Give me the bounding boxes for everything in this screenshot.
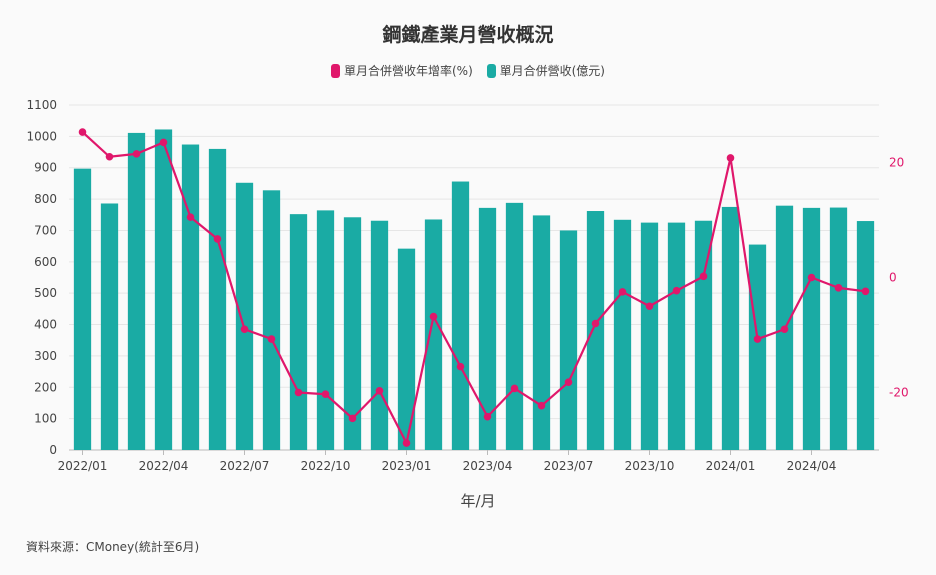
bar: [262, 190, 281, 451]
bar: [370, 220, 389, 450]
legend-swatch-line: [331, 63, 340, 78]
y-tick-label: 200: [34, 380, 57, 394]
yoy-point: [429, 312, 438, 321]
yoy-line: [81, 131, 866, 445]
legend-swatch-bar: [486, 63, 496, 78]
bar: [154, 129, 173, 451]
y-tick-label: 1000: [26, 129, 57, 143]
yoy-point: [483, 412, 492, 421]
x-tick-label: 2022/07: [220, 459, 270, 473]
yoy-point: [699, 272, 708, 281]
x-tick-label: 2022/10: [301, 459, 351, 473]
yoy-point: [834, 284, 843, 292]
yoy-point: [564, 378, 573, 386]
bar: [100, 203, 119, 450]
yoy-point: [402, 439, 411, 447]
bar: [235, 182, 254, 451]
yoy-point: [348, 414, 357, 423]
bar: [532, 215, 551, 450]
bar: [73, 168, 92, 450]
bar: [127, 132, 146, 450]
bar: [721, 206, 740, 450]
bar: [181, 144, 200, 450]
yoy-point: [240, 325, 249, 334]
yoy-point: [213, 235, 222, 243]
bar: [478, 207, 497, 450]
yoy-point: [159, 138, 168, 147]
y-tick-label: 400: [34, 318, 57, 332]
bar: [748, 244, 767, 450]
y-tick-label: 500: [34, 286, 57, 300]
legend-item-yoy[interactable]: 單月合併營收年增率(%): [331, 62, 473, 79]
x-tick-label: 2024/04: [787, 459, 837, 473]
bar: [667, 222, 686, 450]
legend-label-revenue: 單月合併營收(億元): [499, 64, 605, 78]
y-tick-label: 700: [34, 223, 57, 237]
y2-tick-label: 20: [889, 156, 904, 170]
bar: [694, 220, 713, 450]
yoy-point: [591, 319, 600, 328]
bar: [289, 214, 308, 450]
bar: [613, 219, 632, 450]
y-tick-label: 1100: [26, 98, 57, 112]
x-tick-label: 2023/04: [463, 459, 513, 473]
bar: [505, 202, 524, 450]
source-note: 資料來源：CMoney(統計至6月): [26, 540, 200, 554]
x-tick-label: 2024/01: [706, 459, 756, 473]
bar: [316, 210, 335, 450]
yoy-point: [672, 286, 681, 295]
x-tick-label: 2023/10: [625, 459, 675, 473]
yoy-point: [456, 362, 465, 371]
bar: [640, 222, 659, 450]
bar: [802, 207, 821, 450]
x-tick-label: 2022/01: [58, 459, 108, 473]
yoy-point: [618, 288, 627, 296]
bar: [424, 219, 443, 450]
yoy-point: [753, 335, 762, 343]
legend-label-yoy: 單月合併營收年增率(%): [344, 64, 473, 78]
x-axis-label: 年/月: [460, 492, 495, 510]
y-tick-label: 900: [34, 161, 57, 175]
yoy-point: [537, 401, 546, 410]
y-tick-label: 0: [49, 443, 57, 457]
yoy-point: [510, 384, 519, 393]
yoy-point: [294, 388, 303, 397]
yoy-point: [645, 302, 654, 311]
legend-item-revenue[interactable]: 單月合併營收(億元): [486, 62, 605, 79]
bar: [856, 221, 875, 450]
yoy-point: [861, 287, 870, 296]
y-tick-label: 100: [34, 412, 57, 426]
yoy-point: [321, 390, 330, 399]
x-tick-label: 2023/07: [544, 459, 594, 473]
x-tick-label: 2023/01: [382, 459, 432, 473]
x-tick-label: 2022/04: [139, 459, 189, 473]
yoy-point: [375, 386, 384, 395]
bar: [586, 211, 605, 450]
yoy-point: [132, 150, 141, 158]
y-tick-label: 600: [34, 255, 57, 269]
bar: [397, 248, 416, 450]
y-tick-label: 300: [34, 349, 57, 363]
y2-tick-label: -20: [889, 386, 909, 400]
bar: [343, 217, 362, 450]
chart-title: 鋼鐵產業月營收概況: [382, 24, 554, 46]
yoy-point: [105, 152, 114, 161]
yoy-point: [726, 154, 735, 162]
yoy-point: [78, 128, 87, 136]
y2-tick-label: 0: [889, 271, 897, 285]
legend: 單月合併營收年增率(%) 單月合併營收(億元): [0, 62, 936, 81]
bar: [451, 181, 470, 450]
y-tick-label: 800: [34, 192, 57, 206]
yoy-point: [186, 213, 195, 221]
bar: [559, 230, 578, 450]
yoy-point: [267, 335, 276, 343]
bar: [829, 207, 848, 450]
bar: [208, 148, 227, 450]
yoy-point: [780, 325, 789, 334]
yoy-point: [807, 273, 816, 282]
